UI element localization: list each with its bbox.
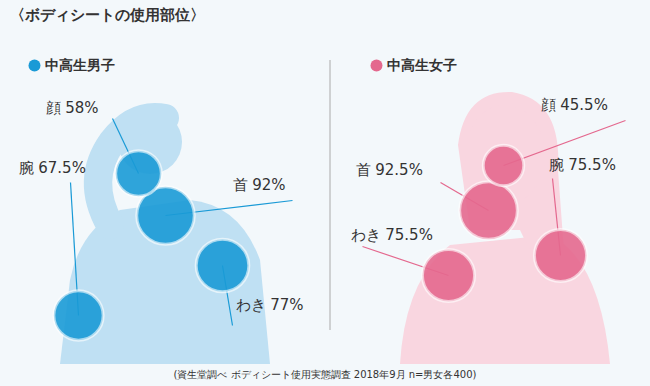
html-text:(資生堂調べ ボディシート使用実態調査 2018年9月 n=: (資生堂調べ ボディシート使用実態調査 2018年9月 n=男女各400) — [173, 369, 477, 380]
svg-text:腕 67.5%: 腕 67.5% — [19, 159, 86, 177]
svg-text:顔 58%: 顔 58% — [46, 99, 99, 117]
svg-text:中高生男子: 中高生男子 — [45, 57, 115, 73]
svg-text:首 92.5%: 首 92.5% — [356, 161, 423, 179]
svg-text:首 92%: 首 92% — [233, 176, 286, 194]
svg-text:顔 45.5%: 顔 45.5% — [541, 96, 608, 114]
svg-text:わき 77%: わき 77% — [236, 296, 304, 314]
svg-text:わき 75.5%: わき 75.5% — [351, 226, 433, 244]
html-text:〈ボディシートの使用部位〉: 〈ボディシートの使用部位〉 — [10, 6, 205, 24]
svg-text:中高生女子: 中高生女子 — [387, 57, 457, 73]
svg-text:腕 75.5%: 腕 75.5% — [549, 156, 616, 174]
